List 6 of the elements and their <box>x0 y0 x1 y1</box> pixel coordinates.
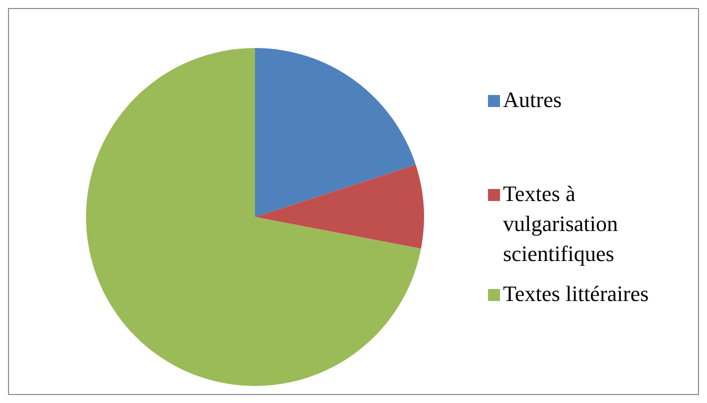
pie-slice <box>86 48 422 386</box>
legend-label: Autres <box>503 86 562 114</box>
pie-slice <box>255 164 424 249</box>
legend-label: Textes à vulgarisation scientifiques <box>503 180 619 268</box>
legend-label: Textes littéraires <box>503 280 649 308</box>
pie-slice <box>255 48 416 217</box>
